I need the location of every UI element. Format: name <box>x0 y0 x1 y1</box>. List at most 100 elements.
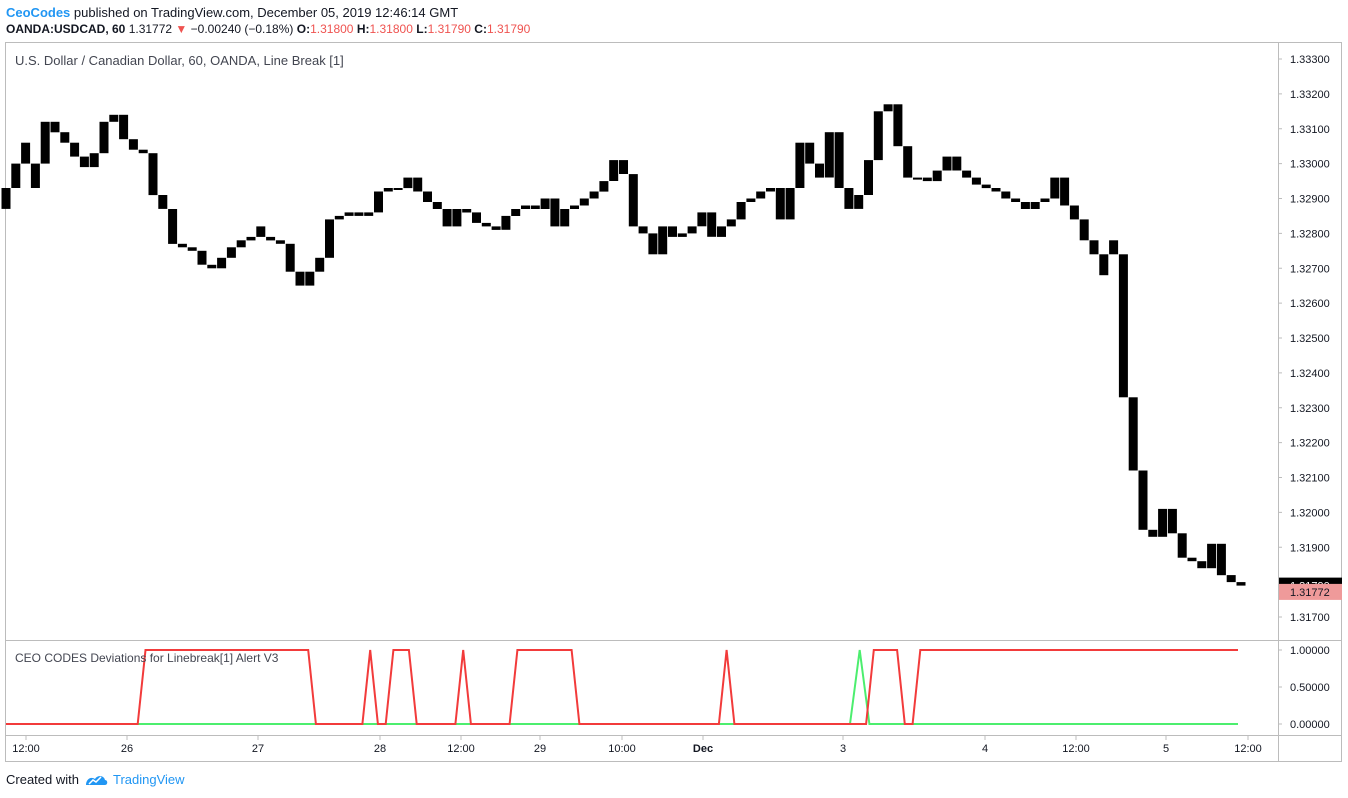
line-break-brick <box>913 177 922 180</box>
line-break-brick <box>1167 508 1177 534</box>
line-break-brick <box>628 174 638 227</box>
time-tick-label: 27 <box>252 743 264 755</box>
line-break-brick <box>325 219 334 258</box>
line-break-brick <box>1197 561 1207 569</box>
line-break-brick <box>344 212 354 216</box>
line-break-brick <box>374 191 383 213</box>
high-value: 1.31800 <box>369 22 413 36</box>
line-break-brick <box>511 209 521 216</box>
open-label: O: <box>296 22 311 36</box>
line-break-brick <box>599 181 609 192</box>
close-value: 1.31790 <box>486 22 531 36</box>
line-break-brick <box>1011 198 1021 202</box>
line-break-brick <box>883 104 893 112</box>
line-break-brick <box>275 240 285 244</box>
line-break-brick <box>726 219 736 227</box>
time-tick-label: 3 <box>840 743 846 755</box>
price-bricks <box>1 104 1246 586</box>
open-value: 1.31800 <box>310 22 354 36</box>
line-break-brick <box>423 191 432 202</box>
line-break-brick <box>1030 202 1040 209</box>
price-change: −0.00240 (−0.18%) <box>190 22 294 36</box>
line-break-brick <box>11 163 21 188</box>
line-break-brick <box>1109 240 1119 255</box>
footer: Created with TradingView <box>6 772 185 787</box>
line-break-brick <box>991 188 1001 192</box>
publish-line: CeoCodes published on TradingView.com, D… <box>6 5 458 20</box>
line-break-brick <box>795 142 805 188</box>
line-break-brick <box>530 205 540 209</box>
line-break-brick <box>785 188 795 220</box>
price-tick-label: 1.33000 <box>1290 159 1330 171</box>
line-break-brick <box>815 163 824 178</box>
line-break-brick <box>521 205 530 209</box>
line-break-brick <box>138 149 148 154</box>
line-break-brick <box>756 191 766 199</box>
indicator-tick-label: 1.00000 <box>1290 645 1330 657</box>
line-break-brick <box>873 111 883 161</box>
line-break-brick <box>1001 191 1011 199</box>
tradingview-link[interactable]: TradingView <box>112 772 185 787</box>
price-tag-bg <box>1279 583 1342 600</box>
price-tick-label: 1.32300 <box>1290 403 1330 415</box>
time-tick-label: Dec <box>693 743 713 755</box>
line-break-brick <box>1050 177 1060 199</box>
line-break-brick <box>50 121 60 133</box>
indicator-lines <box>6 649 1238 725</box>
time-axis: 12:00 26 27 28 12:00 29 10:00 Dec 3 4 12:00 5 12:00 <box>12 736 1262 755</box>
line-break-brick <box>1148 529 1158 537</box>
line-break-brick <box>638 226 648 234</box>
price-tick-label: 1.31900 <box>1290 542 1330 554</box>
line-break-brick <box>315 257 325 272</box>
time-tick-label: 10:00 <box>608 743 636 755</box>
line-break-brick <box>834 132 844 188</box>
line-break-brick <box>687 226 697 234</box>
indicator-axis: 1.00000 0.50000 0.00000 <box>1278 645 1330 731</box>
line-break-brick <box>668 226 677 237</box>
line-break-brick <box>70 142 80 157</box>
line-break-brick <box>472 212 481 223</box>
author-link[interactable]: CeoCodes <box>6 5 71 20</box>
indicator-tick-label: 0.50000 <box>1290 682 1330 694</box>
line-break-brick <box>207 264 217 269</box>
line-break-brick <box>128 139 138 150</box>
line-break-brick <box>1118 254 1128 398</box>
line-break-brick <box>1236 582 1246 586</box>
time-tick-label: 4 <box>982 743 988 755</box>
line-break-brick <box>550 198 560 227</box>
time-tick-label: 12:00 <box>12 743 40 755</box>
line-break-brick <box>187 247 197 251</box>
time-tick-label: 5 <box>1163 743 1169 755</box>
line-break-brick <box>1158 508 1168 537</box>
line-break-brick <box>305 271 315 286</box>
down-arrow-icon: ▼ <box>175 22 188 36</box>
line-break-brick <box>30 163 40 188</box>
line-break-brick <box>462 209 472 213</box>
indicator-tick-label: 0.00000 <box>1290 719 1330 731</box>
line-break-brick <box>1138 470 1148 530</box>
line-break-brick <box>570 205 579 209</box>
line-break-brick <box>981 184 991 189</box>
line-break-brick <box>364 212 374 216</box>
line-break-brick <box>1040 198 1050 202</box>
line-break-brick <box>864 160 873 195</box>
line-break-brick <box>452 209 462 227</box>
line-break-brick <box>285 243 295 272</box>
published-text: published on TradingView.com, December 0… <box>73 5 459 20</box>
line-break-brick <box>903 146 913 178</box>
price-axis: 1.33300 1.33200 1.33100 1.33000 1.32900 1.328… <box>1278 54 1342 624</box>
line-break-brick <box>717 226 726 237</box>
line-break-brick <box>697 212 707 227</box>
line-break-brick <box>295 271 305 286</box>
line-break-brick <box>1177 533 1187 558</box>
line-break-brick <box>805 142 815 164</box>
line-break-brick <box>952 156 962 171</box>
line-break-brick <box>79 156 89 168</box>
line-break-brick <box>1216 543 1226 576</box>
close-label: C: <box>474 22 487 36</box>
time-tick-label: 26 <box>121 743 133 755</box>
price-tick-label: 1.32500 <box>1290 333 1330 345</box>
line-break-brick <box>560 209 570 227</box>
line-break-brick <box>824 132 834 178</box>
